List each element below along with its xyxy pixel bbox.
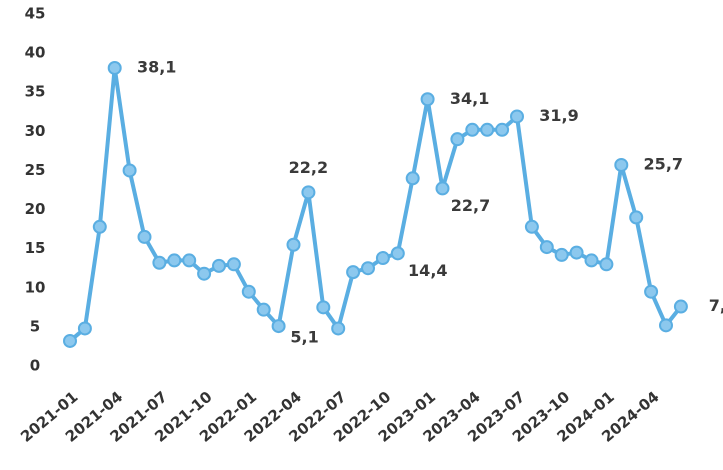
y-tick-label: 45 [25,5,46,23]
data-label: 38,1 [137,57,176,76]
data-point [375,251,390,266]
data-point [450,132,465,147]
data-label: 25,7 [644,154,683,173]
data-point [659,318,673,333]
data-point [346,265,361,280]
data-point [137,229,152,244]
data-point [420,92,435,107]
data-point [629,210,644,225]
data-point [554,247,569,262]
data-point [331,321,346,336]
data-point [480,122,495,137]
data-point [212,258,226,273]
y-tick-label: 40 [25,44,46,62]
data-point [644,284,659,299]
data-point [271,319,286,334]
y-tick-label: 5 [30,317,40,335]
data-label: 7,6 [709,296,723,315]
y-tick-label: 25 [25,161,46,179]
y-tick-label: 30 [25,122,46,140]
data-point [510,109,524,124]
data-point [301,185,316,200]
data-label: 5,1 [290,328,318,347]
data-point [465,122,480,137]
data-point [63,333,77,348]
data-point [390,246,405,261]
data-point [167,253,182,268]
data-point [286,237,301,252]
data-point [614,157,629,172]
data-point [316,300,331,315]
data-label: 22,7 [451,196,490,215]
data-line [68,65,683,343]
y-tick-label: 35 [25,83,46,101]
data-point [539,240,554,255]
data-point [569,245,584,260]
data-point [256,302,271,317]
y-tick-label: 15 [25,239,46,257]
data-point [495,122,510,137]
y-tick-label: 10 [25,278,46,296]
data-point [405,171,420,186]
data-label: 34,1 [450,89,489,108]
y-tick-label: 20 [25,200,46,218]
data-point [92,219,107,234]
data-point [197,266,212,281]
data-point [599,257,614,272]
data-label: 22,2 [289,158,328,177]
data-point [241,284,256,299]
data-point [182,253,197,268]
data-label: 14,4 [408,261,447,280]
data-point [107,60,122,75]
data-point [122,163,137,178]
data-point [435,181,450,196]
data-point [226,257,241,272]
data-label: 31,9 [539,106,578,125]
data-point [77,321,92,336]
y-tick-label: 0 [30,357,40,375]
data-point [524,219,539,234]
data-point [673,299,688,314]
data-point [152,255,167,270]
data-point [584,253,599,268]
data-point [361,261,375,276]
